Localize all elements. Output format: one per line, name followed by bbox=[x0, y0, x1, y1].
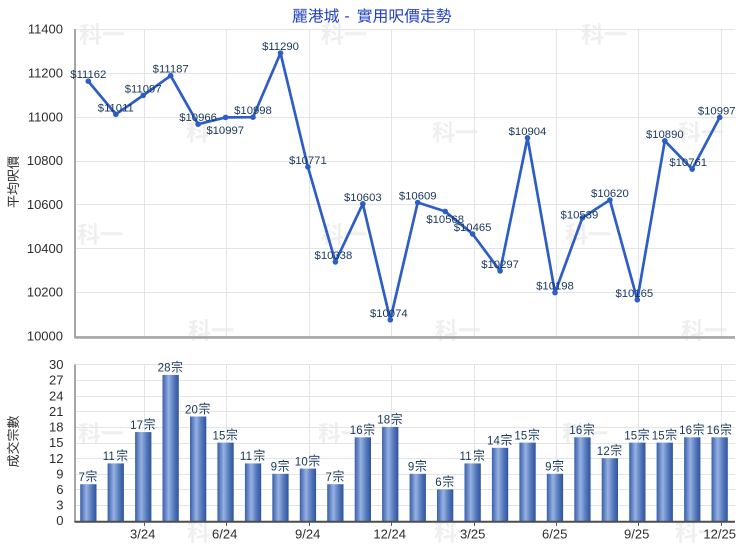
svg-text:7: 7 bbox=[79, 472, 86, 484]
svg-text:10: 10 bbox=[295, 456, 308, 468]
svg-text:27: 27 bbox=[49, 373, 63, 388]
svg-text:15: 15 bbox=[213, 430, 226, 442]
svg-text:21: 21 bbox=[49, 404, 63, 419]
svg-text:15: 15 bbox=[514, 430, 527, 442]
svg-text:14: 14 bbox=[487, 436, 501, 448]
svg-text:16: 16 bbox=[679, 425, 692, 437]
svg-text:$11162: $11162 bbox=[70, 69, 106, 81]
svg-text:10200: 10200 bbox=[27, 285, 63, 300]
svg-text:10000: 10000 bbox=[27, 329, 63, 344]
svg-text:16: 16 bbox=[707, 425, 720, 437]
svg-text:24: 24 bbox=[49, 388, 63, 403]
svg-text:$10904: $10904 bbox=[509, 126, 547, 138]
svg-text:15: 15 bbox=[652, 430, 665, 442]
svg-text:$10568: $10568 bbox=[426, 214, 464, 226]
svg-text:$10997: $10997 bbox=[206, 125, 244, 137]
svg-text:12: 12 bbox=[49, 451, 63, 466]
svg-text:9/25: 9/25 bbox=[624, 527, 649, 542]
svg-text:16: 16 bbox=[569, 425, 582, 437]
svg-text:10400: 10400 bbox=[27, 241, 63, 256]
svg-text:$10603: $10603 bbox=[344, 192, 382, 204]
svg-text:$10338: $10338 bbox=[315, 250, 353, 262]
svg-text:$10620: $10620 bbox=[591, 188, 629, 200]
svg-text:6: 6 bbox=[56, 482, 63, 497]
svg-text:$10465: $10465 bbox=[454, 222, 492, 234]
svg-text:0: 0 bbox=[56, 513, 63, 528]
svg-text:9: 9 bbox=[545, 462, 552, 474]
svg-text:$10165: $10165 bbox=[615, 288, 653, 300]
svg-text:3/25: 3/25 bbox=[460, 527, 485, 542]
svg-text:$11187: $11187 bbox=[153, 64, 189, 76]
svg-text:$10198: $10198 bbox=[536, 281, 574, 293]
svg-text:$10998: $10998 bbox=[234, 105, 272, 117]
svg-text:9: 9 bbox=[271, 462, 278, 474]
svg-text:10600: 10600 bbox=[27, 197, 63, 212]
svg-text:$10966: $10966 bbox=[179, 112, 217, 124]
svg-text:12: 12 bbox=[597, 446, 610, 458]
svg-text:11000: 11000 bbox=[28, 109, 63, 124]
svg-text:12/24: 12/24 bbox=[373, 527, 406, 542]
svg-text:$10890: $10890 bbox=[646, 129, 684, 141]
svg-text:15: 15 bbox=[49, 435, 63, 450]
svg-text:$11011: $11011 bbox=[98, 102, 134, 114]
svg-text:11400: 11400 bbox=[28, 22, 63, 37]
svg-text:9/24: 9/24 bbox=[295, 527, 320, 542]
svg-text:20: 20 bbox=[185, 404, 198, 416]
svg-text:6/25: 6/25 bbox=[542, 527, 567, 542]
svg-text:$10761: $10761 bbox=[669, 157, 707, 169]
svg-text:$10997: $10997 bbox=[698, 105, 736, 117]
svg-text:3: 3 bbox=[56, 498, 63, 513]
svg-text:$10539: $10539 bbox=[561, 210, 599, 222]
svg-text:7: 7 bbox=[326, 472, 333, 484]
svg-text:12/25: 12/25 bbox=[703, 527, 736, 542]
svg-text:16: 16 bbox=[350, 425, 363, 437]
svg-text:11: 11 bbox=[460, 451, 472, 463]
svg-text:17: 17 bbox=[130, 420, 143, 432]
svg-text:9: 9 bbox=[408, 462, 415, 474]
svg-text:30: 30 bbox=[49, 357, 63, 372]
svg-text:18: 18 bbox=[377, 415, 390, 427]
svg-text:$11097: $11097 bbox=[125, 83, 162, 95]
svg-text:6/24: 6/24 bbox=[212, 527, 237, 542]
svg-text:$10771: $10771 bbox=[289, 155, 327, 167]
svg-text:28: 28 bbox=[158, 363, 171, 375]
svg-text:11200: 11200 bbox=[28, 66, 63, 81]
svg-text:-: - bbox=[344, 8, 349, 25]
svg-text:$11290: $11290 bbox=[262, 41, 299, 53]
svg-text:11: 11 bbox=[240, 451, 252, 463]
svg-text:10800: 10800 bbox=[27, 153, 63, 168]
svg-text:$10074: $10074 bbox=[370, 308, 408, 320]
svg-text:6: 6 bbox=[435, 477, 442, 489]
svg-text:9: 9 bbox=[56, 466, 63, 481]
svg-text:$10297: $10297 bbox=[481, 259, 519, 271]
svg-text:$10609: $10609 bbox=[399, 191, 437, 203]
svg-text:15: 15 bbox=[624, 430, 637, 442]
svg-text:18: 18 bbox=[49, 420, 63, 435]
svg-text:3/24: 3/24 bbox=[130, 527, 155, 542]
svg-text:11: 11 bbox=[103, 451, 115, 463]
